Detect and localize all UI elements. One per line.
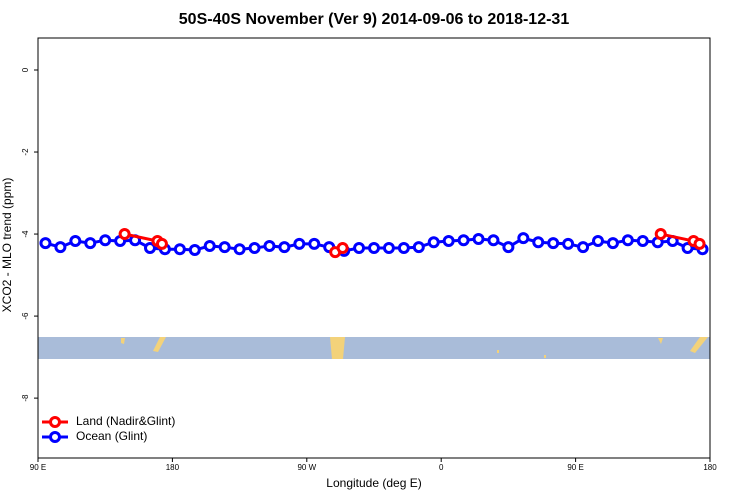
data-point: [54, 241, 67, 254]
legend-label: Land (Nadir&Glint): [76, 414, 175, 428]
y-tick-label: -4: [21, 230, 30, 238]
data-point: [336, 242, 349, 254]
legend-label: Ocean (Glint): [76, 429, 147, 443]
data-point: [397, 242, 410, 254]
data-point: [654, 228, 667, 241]
data-point: [457, 234, 470, 247]
data-point: [218, 241, 231, 254]
data-point: [693, 237, 706, 250]
data-point: [308, 237, 321, 250]
data-point: [155, 237, 168, 250]
data-point: [606, 237, 619, 250]
data-point: [577, 241, 590, 254]
data-point: [502, 241, 515, 254]
data-point: [681, 242, 694, 254]
data-point: [517, 232, 530, 245]
legend-marker: [49, 431, 61, 443]
x-tick-label: 180: [703, 463, 717, 472]
data-point: [368, 242, 380, 254]
data-point: [353, 242, 366, 254]
data-point: [278, 241, 291, 254]
data-point: [188, 244, 201, 257]
data-point: [592, 235, 604, 248]
data-point: [69, 235, 82, 248]
data-point: [472, 232, 485, 245]
y-tick-label: 0: [21, 67, 30, 72]
chart-title: 50S-40S November (Ver 9) 2014-09-06 to 2…: [179, 11, 570, 28]
data-point: [99, 234, 112, 247]
data-point: [442, 235, 455, 248]
data-point: [263, 239, 276, 252]
data-point: [427, 236, 440, 249]
data-point: [203, 239, 216, 252]
legend-marker: [49, 416, 61, 428]
data-point: [144, 242, 156, 254]
data-point: [487, 234, 500, 247]
y-axis-label: XCO2 - MLO trend (ppm): [0, 178, 14, 313]
plot-frame: [37, 37, 711, 459]
data-point: [382, 242, 395, 254]
data-point: [173, 243, 186, 256]
data-point: [412, 241, 425, 254]
data-point: [532, 236, 545, 249]
data-point: [636, 235, 649, 248]
x-tick-label: 90 W: [297, 463, 316, 472]
map-strip: [38, 337, 710, 359]
data-point: [293, 237, 306, 250]
data-point: [562, 237, 575, 250]
data-point: [39, 237, 52, 250]
x-tick-label: 0: [439, 463, 444, 472]
data-point: [248, 242, 261, 254]
data-point: [84, 237, 97, 250]
y-tick-label: -8: [21, 394, 30, 402]
data-point: [621, 234, 634, 247]
y-tick-label: -2: [21, 148, 30, 156]
x-tick-label: 90 E: [567, 463, 583, 472]
x-tick-label: 90 E: [30, 463, 46, 472]
data-point: [547, 237, 560, 250]
x-axis-label: Longitude (deg E): [326, 476, 421, 490]
data-point: [118, 228, 131, 241]
y-tick-label: -6: [21, 312, 30, 320]
x-tick-label: 180: [166, 463, 180, 472]
data-point: [233, 243, 246, 256]
